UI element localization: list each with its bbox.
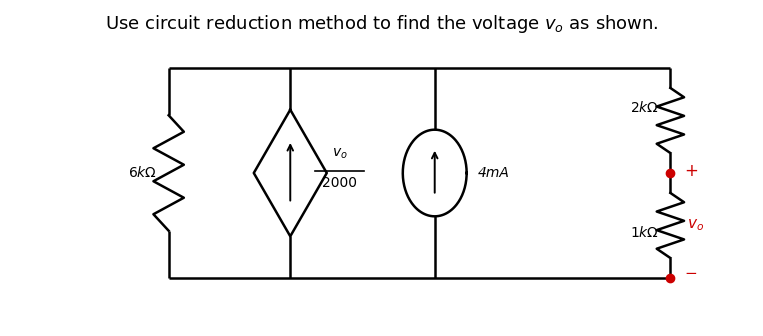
Text: 2000: 2000	[322, 176, 357, 190]
Text: $-$: $-$	[684, 264, 697, 280]
Text: +: +	[684, 162, 698, 180]
Text: 4mA: 4mA	[478, 166, 510, 180]
Text: Use circuit reduction method to find the voltage $v_o$ as shown.: Use circuit reduction method to find the…	[105, 13, 658, 35]
Text: $2k\Omega$: $2k\Omega$	[630, 100, 659, 115]
Text: $1k\Omega$: $1k\Omega$	[630, 225, 659, 240]
Text: $v_o$: $v_o$	[687, 218, 704, 233]
Text: $v_o$: $v_o$	[332, 147, 348, 161]
Text: $6k\Omega$: $6k\Omega$	[128, 166, 157, 180]
